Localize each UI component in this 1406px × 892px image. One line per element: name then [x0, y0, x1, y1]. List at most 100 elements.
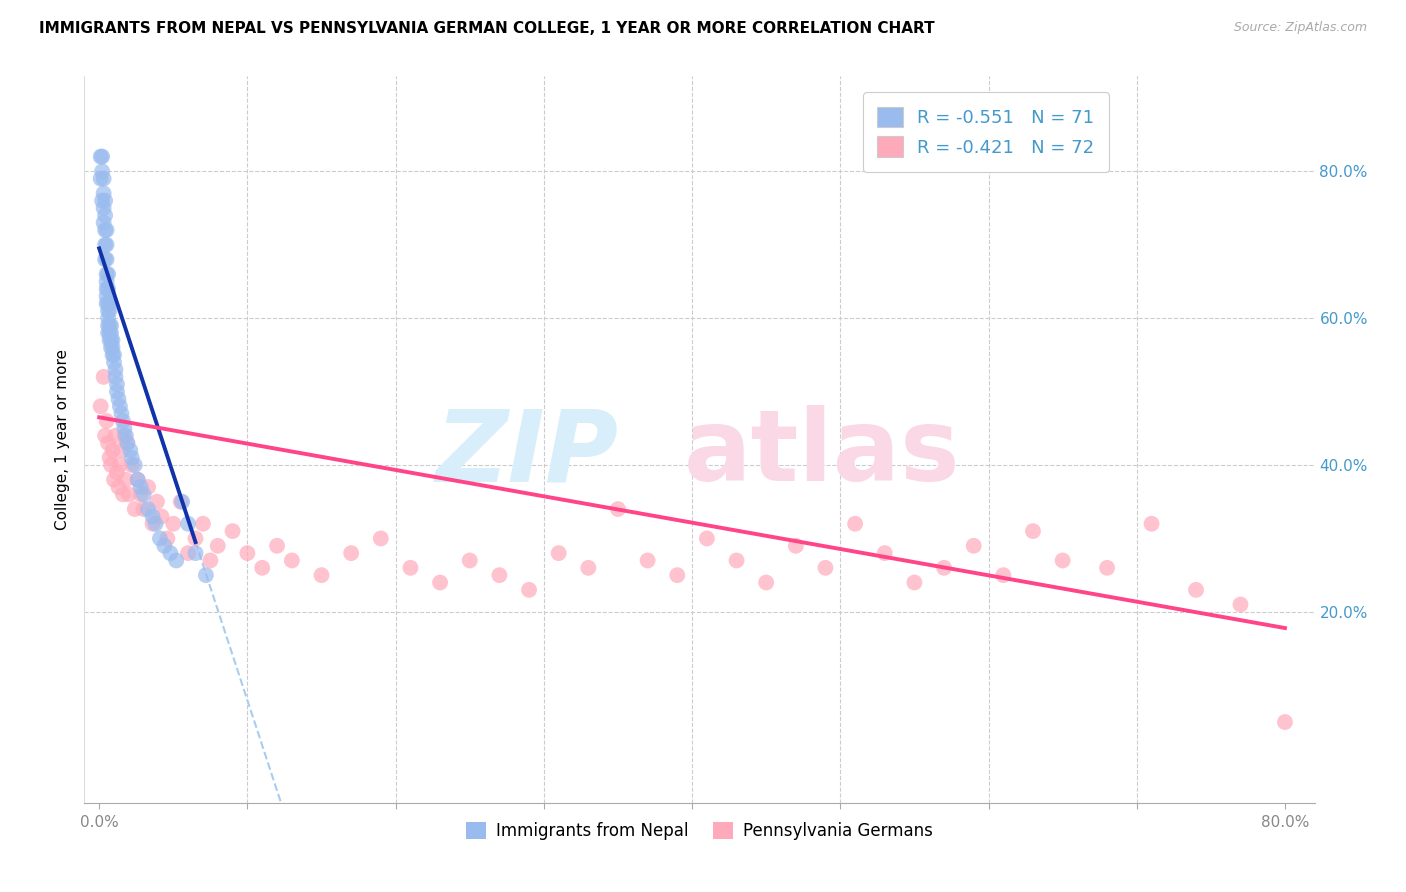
- Point: [105, 466, 128, 480]
- Point: [100, 326, 122, 340]
- Point: [94, 208, 117, 222]
- Point: [184, 532, 207, 546]
- Point: [132, 487, 155, 501]
- Point: [311, 568, 333, 582]
- Point: [104, 428, 127, 442]
- Point: [103, 473, 125, 487]
- Point: [170, 494, 193, 508]
- Point: [159, 546, 181, 560]
- Point: [141, 509, 163, 524]
- Point: [370, 532, 392, 546]
- Point: [108, 399, 131, 413]
- Point: [814, 561, 837, 575]
- Point: [91, 164, 114, 178]
- Point: [124, 502, 146, 516]
- Point: [200, 553, 222, 567]
- Point: [94, 194, 117, 208]
- Point: [162, 516, 184, 531]
- Point: [252, 561, 274, 575]
- Point: [177, 516, 200, 531]
- Point: [172, 494, 194, 508]
- Point: [100, 333, 122, 347]
- Point: [96, 289, 118, 303]
- Point: [121, 450, 143, 465]
- Point: [105, 384, 128, 399]
- Point: [458, 553, 481, 567]
- Point: [399, 561, 422, 575]
- Point: [104, 362, 127, 376]
- Point: [576, 561, 599, 575]
- Point: [129, 480, 152, 494]
- Point: [100, 318, 122, 333]
- Point: [96, 296, 118, 310]
- Point: [94, 237, 117, 252]
- Point: [993, 568, 1015, 582]
- Point: [103, 348, 125, 362]
- Point: [96, 267, 118, 281]
- Point: [1095, 561, 1118, 575]
- Point: [844, 516, 866, 531]
- Point: [785, 539, 807, 553]
- Point: [150, 509, 173, 524]
- Point: [105, 377, 128, 392]
- Point: [93, 186, 115, 201]
- Point: [101, 348, 124, 362]
- Point: [429, 575, 451, 590]
- Point: [93, 171, 115, 186]
- Point: [94, 223, 117, 237]
- Point: [101, 443, 124, 458]
- Point: [207, 539, 229, 553]
- Point: [93, 370, 115, 384]
- Point: [96, 414, 118, 428]
- Point: [100, 458, 122, 472]
- Point: [129, 487, 152, 501]
- Point: [97, 303, 120, 318]
- Point: [90, 399, 112, 413]
- Point: [136, 480, 159, 494]
- Point: [266, 539, 288, 553]
- Point: [94, 252, 117, 267]
- Point: [124, 458, 146, 472]
- Point: [100, 341, 122, 355]
- Text: Source: ZipAtlas.com: Source: ZipAtlas.com: [1233, 21, 1367, 34]
- Point: [136, 502, 159, 516]
- Point: [118, 487, 141, 501]
- Text: IMMIGRANTS FROM NEPAL VS PENNSYLVANIA GERMAN COLLEGE, 1 YEAR OR MORE CORRELATION: IMMIGRANTS FROM NEPAL VS PENNSYLVANIA GE…: [39, 21, 935, 36]
- Point: [607, 502, 630, 516]
- Point: [96, 237, 118, 252]
- Point: [98, 326, 121, 340]
- Point: [132, 502, 155, 516]
- Point: [191, 516, 214, 531]
- Point: [121, 458, 143, 472]
- Point: [91, 194, 114, 208]
- Point: [91, 150, 114, 164]
- Point: [755, 575, 778, 590]
- Point: [1185, 582, 1208, 597]
- Point: [184, 546, 207, 560]
- Point: [104, 370, 127, 384]
- Point: [156, 532, 179, 546]
- Point: [94, 428, 117, 442]
- Point: [149, 532, 172, 546]
- Point: [96, 223, 118, 237]
- Point: [103, 355, 125, 369]
- Point: [93, 201, 115, 215]
- Point: [96, 252, 118, 267]
- Point: [488, 568, 510, 582]
- Point: [637, 553, 659, 567]
- Point: [97, 267, 120, 281]
- Point: [110, 407, 132, 421]
- Point: [117, 436, 139, 450]
- Point: [98, 450, 121, 465]
- Point: [101, 333, 124, 347]
- Point: [725, 553, 748, 567]
- Point: [107, 480, 129, 494]
- Point: [1229, 598, 1251, 612]
- Point: [932, 561, 955, 575]
- Point: [145, 516, 167, 531]
- Point: [153, 539, 176, 553]
- Point: [177, 546, 200, 560]
- Point: [98, 296, 121, 310]
- Point: [97, 282, 120, 296]
- Point: [97, 326, 120, 340]
